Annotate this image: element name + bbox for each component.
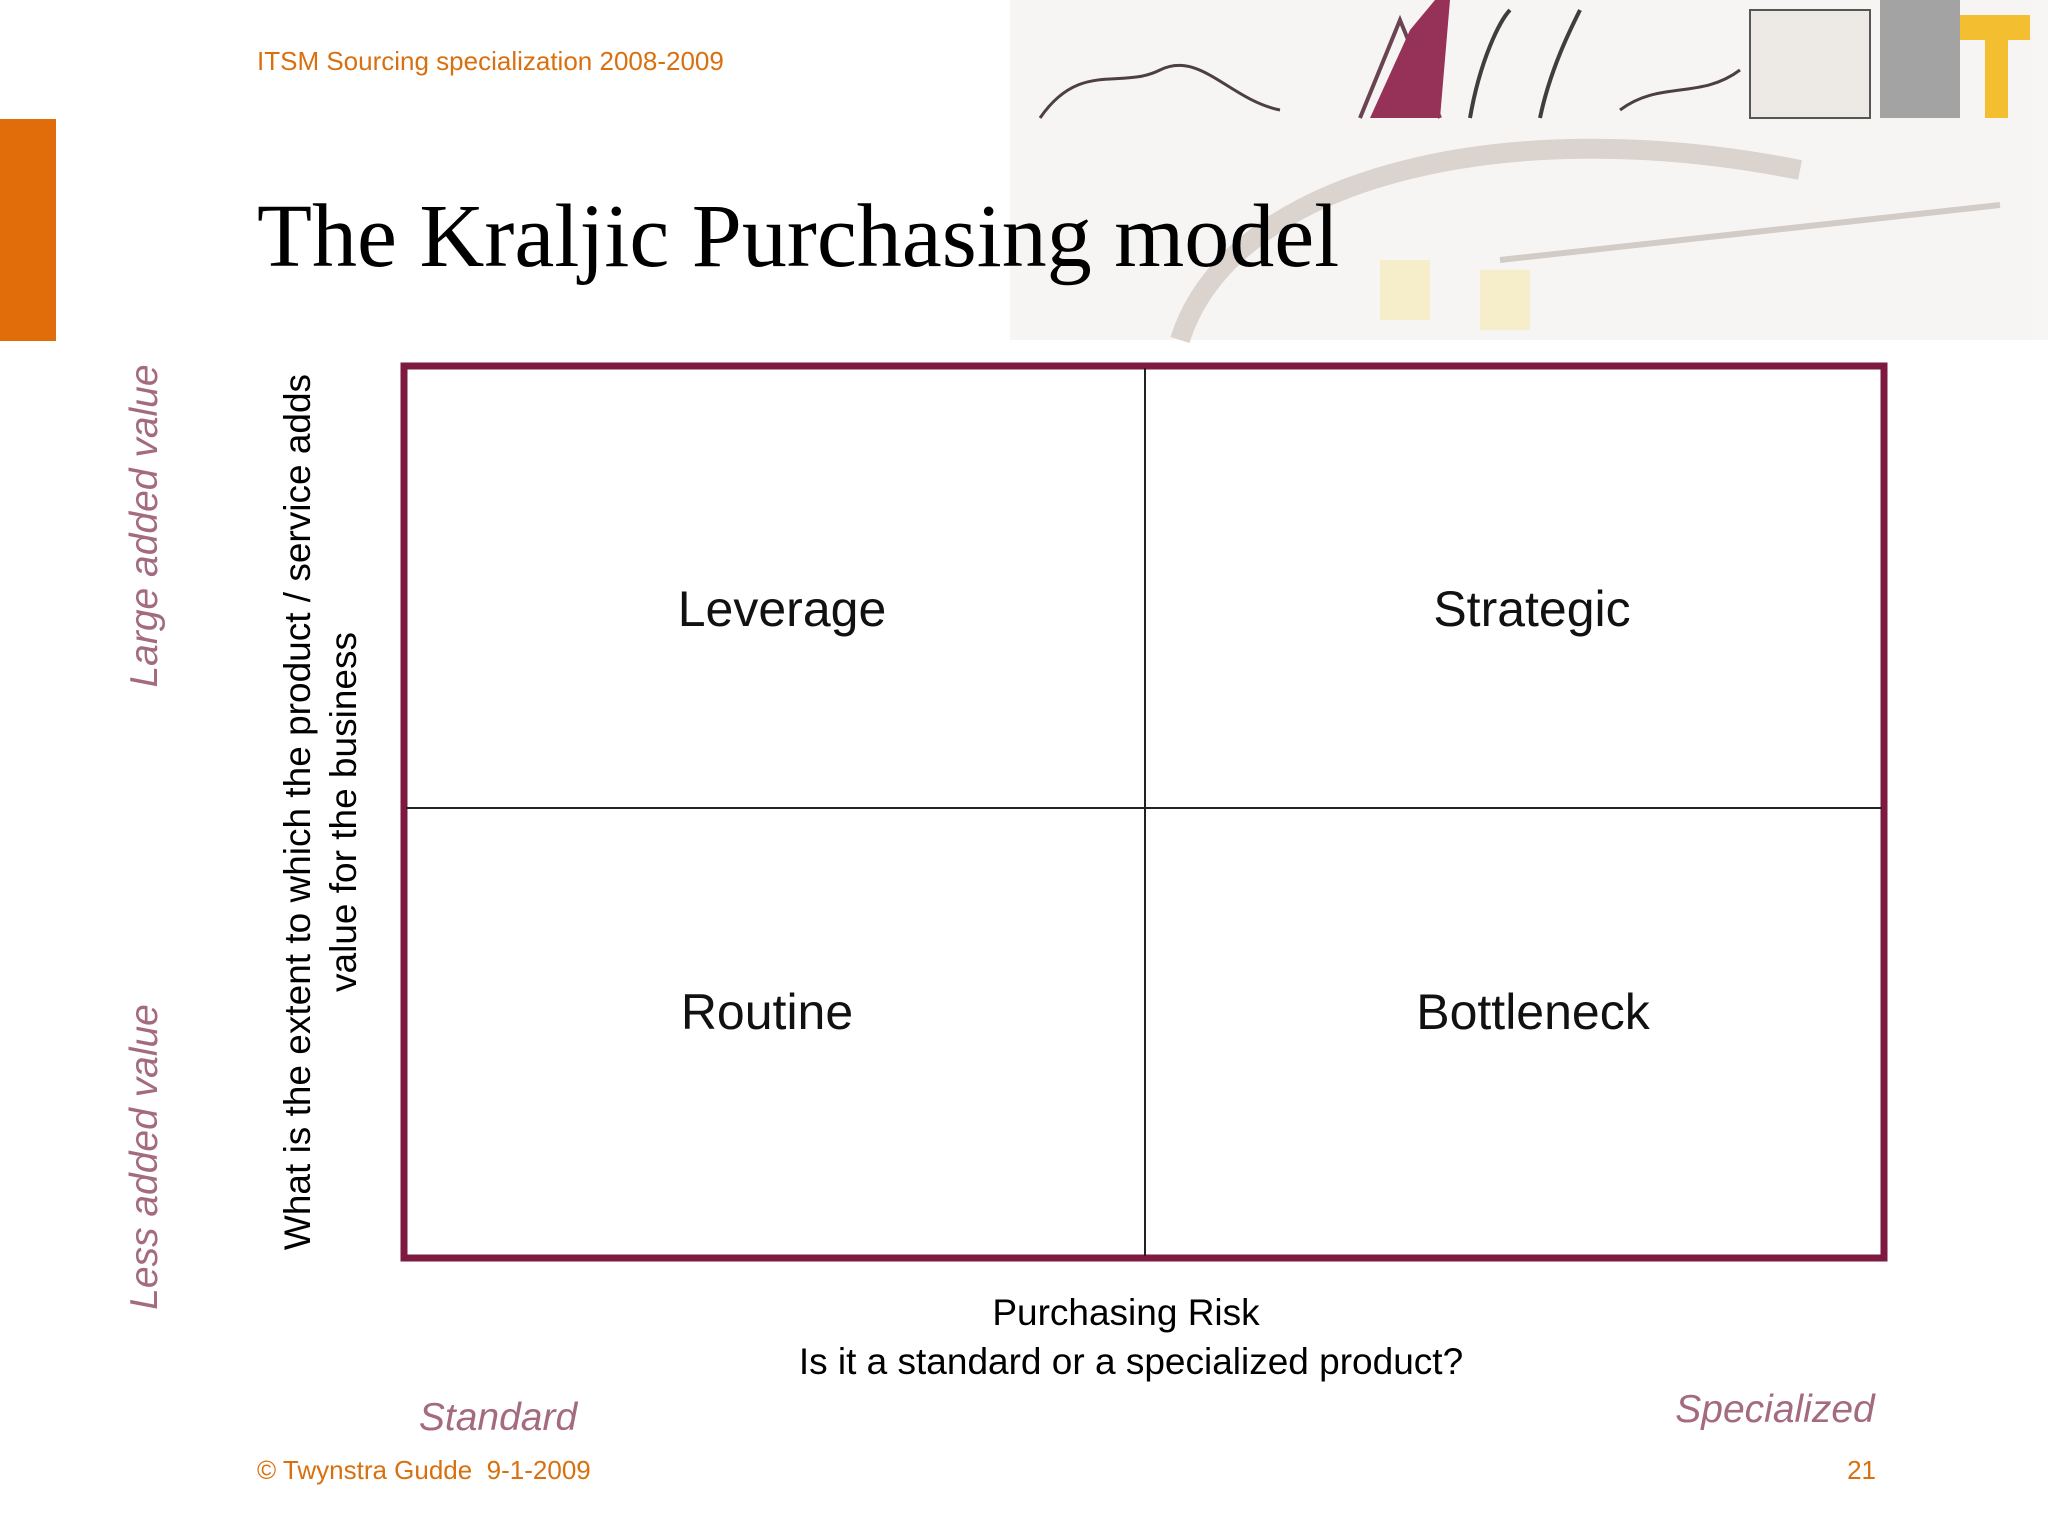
- y-axis-high: Large added value: [123, 364, 166, 687]
- y-axis-low: Less added value: [123, 1004, 166, 1310]
- x-axis-low: Standard: [419, 1396, 579, 1439]
- x-axis-high: Specialized: [1675, 1388, 1876, 1431]
- x-axis-label: Purchasing Risk: [992, 1292, 1260, 1333]
- accent-bar: [0, 119, 56, 341]
- header-subtitle: ITSM Sourcing specialization 2008-2009: [257, 46, 724, 76]
- quadrant-label: Bottleneck: [1416, 984, 1650, 1040]
- header-artwork: [1010, 0, 2048, 343]
- matrix: Leverage Strategic Routine Bottleneck: [400, 362, 1888, 1262]
- quadrant-label: Strategic: [1433, 581, 1630, 637]
- quadrant-label: Leverage: [678, 581, 887, 637]
- y-axis-label: What is the extent to which the product …: [277, 374, 318, 1250]
- y-axis-label: value for the business: [323, 632, 364, 992]
- page-number: 21: [1847, 1455, 1876, 1485]
- x-axis-label: Is it a standard or a specialized produc…: [799, 1341, 1463, 1382]
- footer-copyright: © Twynstra Gudde 9-1-2009: [257, 1455, 591, 1485]
- slide-title: The Kraljic Purchasing model: [257, 187, 1339, 286]
- quadrant-label: Routine: [681, 984, 853, 1040]
